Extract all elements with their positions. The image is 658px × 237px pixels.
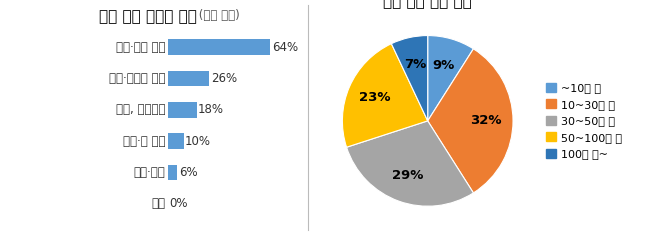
Legend: ~10만 원, 10~30만 원, 30~50만 원, 50~100만 원, 100만 원~: ~10만 원, 10~30만 원, 30~50만 원, 50~100만 원, 1… <box>544 80 624 161</box>
Text: 근무·업무: 근무·업무 <box>134 166 165 179</box>
Text: 7%: 7% <box>404 58 426 71</box>
Bar <box>168 165 178 180</box>
Text: 휴식, 여가생활: 휴식, 여가생활 <box>116 103 165 116</box>
Bar <box>168 133 184 149</box>
Text: 29%: 29% <box>392 169 424 182</box>
Text: 26%: 26% <box>211 72 237 85</box>
Text: 6%: 6% <box>179 166 197 179</box>
Text: 32%: 32% <box>470 114 501 127</box>
Text: 64%: 64% <box>272 41 298 54</box>
Bar <box>168 39 270 55</box>
Text: (복수 응답): (복수 응답) <box>195 9 240 23</box>
Text: 0%: 0% <box>169 197 188 210</box>
Wedge shape <box>342 44 428 147</box>
Wedge shape <box>347 121 473 206</box>
Text: 가족·친지와 식사: 가족·친지와 식사 <box>109 72 165 85</box>
Text: 23%: 23% <box>359 91 390 104</box>
Bar <box>168 102 197 118</box>
Wedge shape <box>392 36 428 121</box>
Text: 가족·친지 방문: 가족·친지 방문 <box>116 41 165 54</box>
Text: 추석 명절 연휴의 계획: 추석 명절 연휴의 계획 <box>99 9 197 24</box>
Title: 추석 선물 예산 범위: 추석 선물 예산 범위 <box>384 0 472 9</box>
Text: 18%: 18% <box>198 103 224 116</box>
Text: 국내·외 여행: 국내·외 여행 <box>123 135 165 148</box>
Wedge shape <box>428 49 513 193</box>
Text: 9%: 9% <box>433 59 455 72</box>
Text: 기타: 기타 <box>151 197 165 210</box>
Text: 10%: 10% <box>185 135 211 148</box>
Bar <box>168 71 209 87</box>
Wedge shape <box>428 36 473 121</box>
